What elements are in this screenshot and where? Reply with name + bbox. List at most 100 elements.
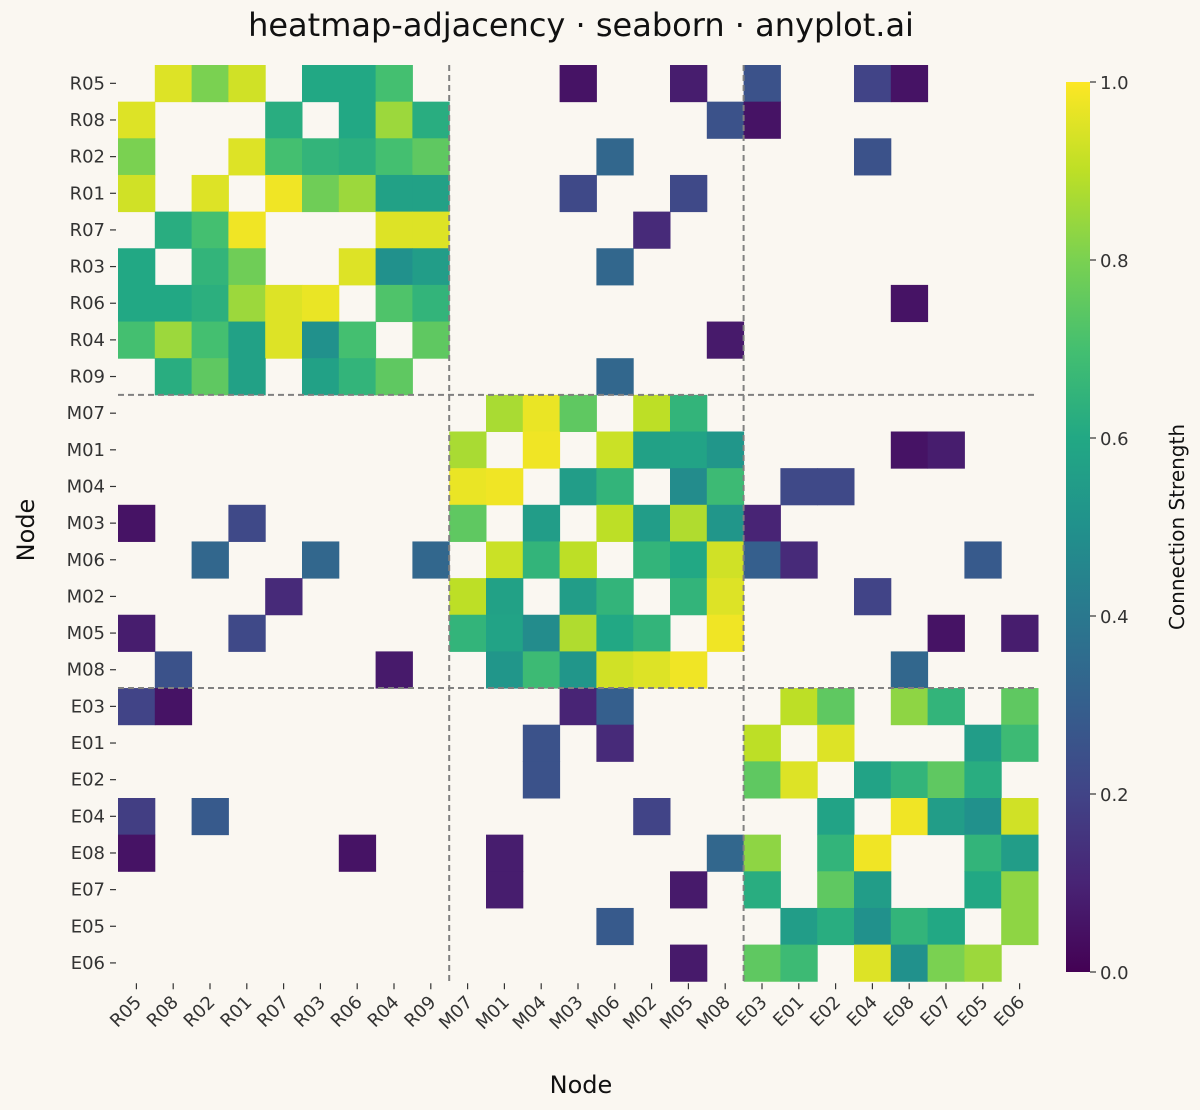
x-tick-label: M02 bbox=[619, 992, 661, 1034]
x-tick-label: M07 bbox=[435, 992, 477, 1034]
x-tick-label: E01 bbox=[769, 992, 808, 1031]
y-tick-label: M03 bbox=[67, 513, 105, 534]
y-tick-label: M01 bbox=[67, 440, 105, 461]
heatmap-cell bbox=[596, 688, 634, 726]
x-tick-label: M06 bbox=[582, 992, 624, 1034]
heatmap-cell bbox=[486, 578, 524, 616]
y-tick-label: M04 bbox=[67, 476, 105, 497]
x-tick-label: E07 bbox=[916, 992, 955, 1031]
group-dividers bbox=[118, 65, 1038, 982]
y-tick-label: E01 bbox=[71, 733, 105, 754]
heatmap-cell bbox=[633, 798, 671, 836]
heatmap-cell bbox=[780, 761, 818, 799]
heatmap-cell bbox=[191, 358, 229, 396]
heatmap-cell bbox=[817, 871, 855, 909]
heatmap-cell bbox=[633, 431, 671, 469]
heatmap-cell bbox=[706, 614, 745, 652]
heatmap-cell bbox=[670, 541, 708, 579]
y-tick-label: E05 bbox=[71, 916, 105, 937]
heatmap-cell bbox=[375, 358, 413, 396]
heatmap-cell bbox=[375, 651, 413, 689]
y-tick-label: E06 bbox=[71, 953, 105, 974]
heatmap-cell bbox=[375, 211, 413, 249]
heatmap-cell bbox=[670, 174, 708, 213]
heatmap-cell bbox=[743, 761, 781, 799]
heatmap-cell bbox=[890, 65, 929, 103]
x-tick-label: E02 bbox=[806, 992, 845, 1031]
heatmap-cell bbox=[191, 248, 229, 286]
heatmap-cell bbox=[964, 871, 1002, 909]
heatmap-cell bbox=[854, 138, 892, 176]
heatmap-cell bbox=[1001, 688, 1039, 726]
chart-title: heatmap-adjacency · seaborn · anyplot.ai bbox=[248, 6, 914, 44]
heatmap-cell bbox=[964, 944, 1002, 982]
heatmap-cell bbox=[338, 174, 377, 213]
x-tick-label: M08 bbox=[693, 992, 735, 1034]
heatmap-cell bbox=[522, 651, 561, 689]
colorbar-tick-label: 0.4 bbox=[1100, 607, 1129, 628]
heatmap-cell bbox=[486, 834, 524, 872]
y-tick-label: M02 bbox=[67, 586, 105, 607]
heatmap-cell bbox=[191, 798, 229, 836]
colorbar-tick-label: 0.2 bbox=[1100, 785, 1129, 806]
heatmap-cell bbox=[118, 834, 156, 872]
heatmap-cell bbox=[706, 101, 745, 139]
heatmap-cell bbox=[596, 614, 634, 652]
heatmap-cell bbox=[854, 761, 892, 799]
x-tick-label: M05 bbox=[656, 992, 698, 1034]
heatmap-cell bbox=[817, 468, 855, 506]
heatmap-cell bbox=[780, 907, 818, 946]
heatmap-cell bbox=[1001, 798, 1039, 836]
heatmap-cell bbox=[154, 321, 193, 359]
heatmap-cell bbox=[670, 651, 708, 689]
heatmap-cell bbox=[817, 688, 855, 726]
heatmap-cell bbox=[338, 248, 377, 286]
heatmap-cell bbox=[228, 321, 266, 359]
heatmap-cell bbox=[338, 65, 377, 103]
heatmap-cell bbox=[633, 541, 671, 579]
heatmap-cell bbox=[559, 578, 597, 616]
heatmap-cell bbox=[743, 944, 781, 982]
heatmap-cell bbox=[412, 321, 450, 359]
heatmap-cell bbox=[706, 541, 745, 579]
heatmap-cell bbox=[670, 504, 708, 542]
heatmap-cell bbox=[743, 504, 781, 542]
heatmap-cell bbox=[375, 65, 413, 103]
x-tick-label: R04 bbox=[364, 992, 404, 1032]
y-tick-label: R07 bbox=[70, 220, 105, 241]
heatmap-cell bbox=[706, 468, 745, 506]
heatmap-cell bbox=[191, 284, 229, 323]
y-tick-label: R04 bbox=[70, 330, 105, 351]
heatmap-cell bbox=[118, 248, 156, 286]
heatmap-cell bbox=[559, 651, 597, 689]
x-axis-title: Node bbox=[550, 1071, 613, 1099]
x-tick-label: E08 bbox=[880, 992, 919, 1031]
heatmap-cell bbox=[522, 614, 561, 652]
heatmap-cell bbox=[927, 798, 965, 836]
colorbar-tick-label: 1.0 bbox=[1100, 73, 1129, 94]
colorbar-tick-label: 0.8 bbox=[1100, 251, 1129, 272]
x-tick-label: E04 bbox=[843, 992, 882, 1031]
heatmap-cell bbox=[522, 541, 561, 579]
heatmap-cell bbox=[817, 834, 855, 872]
heatmap-cell bbox=[927, 907, 965, 946]
x-tick-label: R09 bbox=[400, 992, 440, 1032]
y-tick-label: E02 bbox=[71, 770, 105, 791]
x-tick-label: R05 bbox=[106, 992, 146, 1032]
heatmap-cell bbox=[854, 907, 892, 946]
heatmap-cell bbox=[118, 101, 156, 139]
heatmap-cell bbox=[486, 468, 524, 506]
y-tick-label: E04 bbox=[71, 806, 105, 827]
heatmap-cell bbox=[780, 541, 818, 579]
heatmap-cell bbox=[338, 834, 377, 872]
heatmap-cell bbox=[302, 174, 340, 213]
heatmap-cell bbox=[743, 101, 781, 139]
heatmap-cell bbox=[228, 358, 266, 396]
heatmap-cell bbox=[559, 688, 597, 726]
heatmap-cell bbox=[596, 578, 634, 616]
heatmap-cell bbox=[118, 321, 156, 359]
heatmap-cell bbox=[522, 394, 561, 432]
y-tick-label: M08 bbox=[67, 660, 105, 681]
heatmap-cell bbox=[1001, 724, 1039, 762]
heatmap-cell bbox=[670, 431, 708, 469]
